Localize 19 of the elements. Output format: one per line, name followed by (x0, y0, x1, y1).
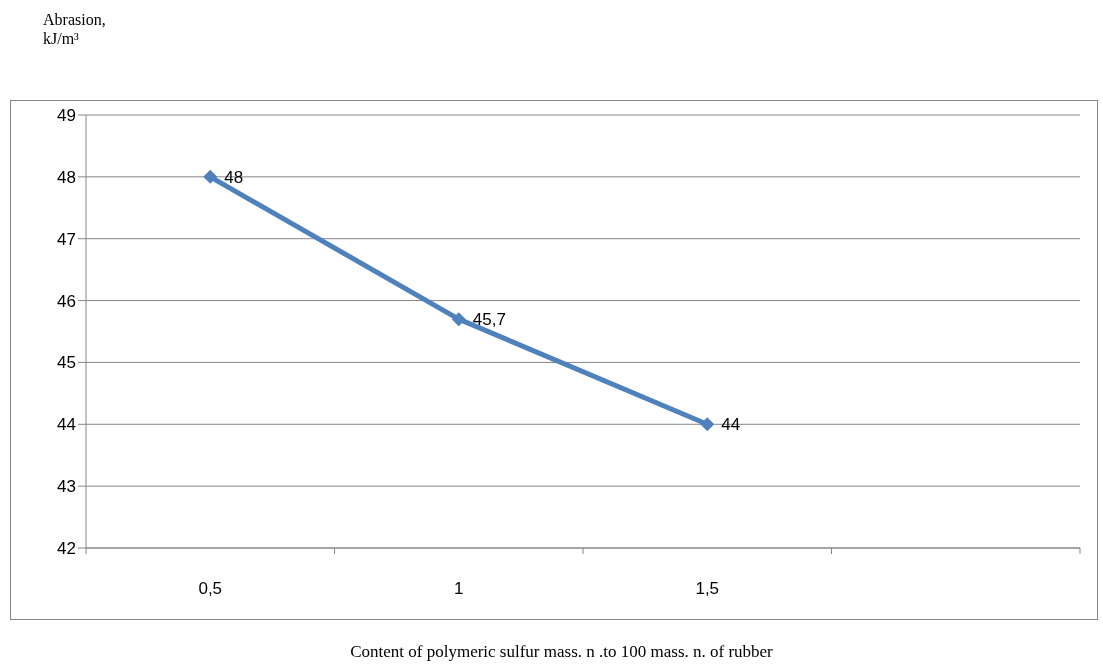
y-tick-label: 42 (57, 539, 76, 559)
y-tick-label: 48 (57, 167, 76, 187)
y-tick-label: 44 (57, 415, 76, 435)
x-tick-label: 1,5 (695, 579, 720, 598)
y-tick-label: 46 (57, 291, 76, 311)
data-label: 48 (224, 167, 244, 187)
x-tick-label: 0,5 (198, 579, 223, 598)
y-tick-label: 45 (57, 353, 76, 373)
y-tick-label: 43 (57, 477, 76, 497)
x-tick-label: 1 (454, 579, 464, 598)
point (203, 169, 218, 184)
data-label: 45,7 (472, 310, 506, 330)
y-tick-label: 47 (57, 229, 76, 249)
data-label: 44 (721, 415, 741, 435)
y-tick-label: 49 (57, 106, 76, 126)
point (700, 417, 715, 432)
point (451, 312, 466, 327)
x-axis-title: Content of polymeric sulfur mass. n .to 100 mass. n. of rubber (350, 642, 773, 661)
y-axis-title: Abrasion, kJ/m³ (43, 11, 106, 47)
